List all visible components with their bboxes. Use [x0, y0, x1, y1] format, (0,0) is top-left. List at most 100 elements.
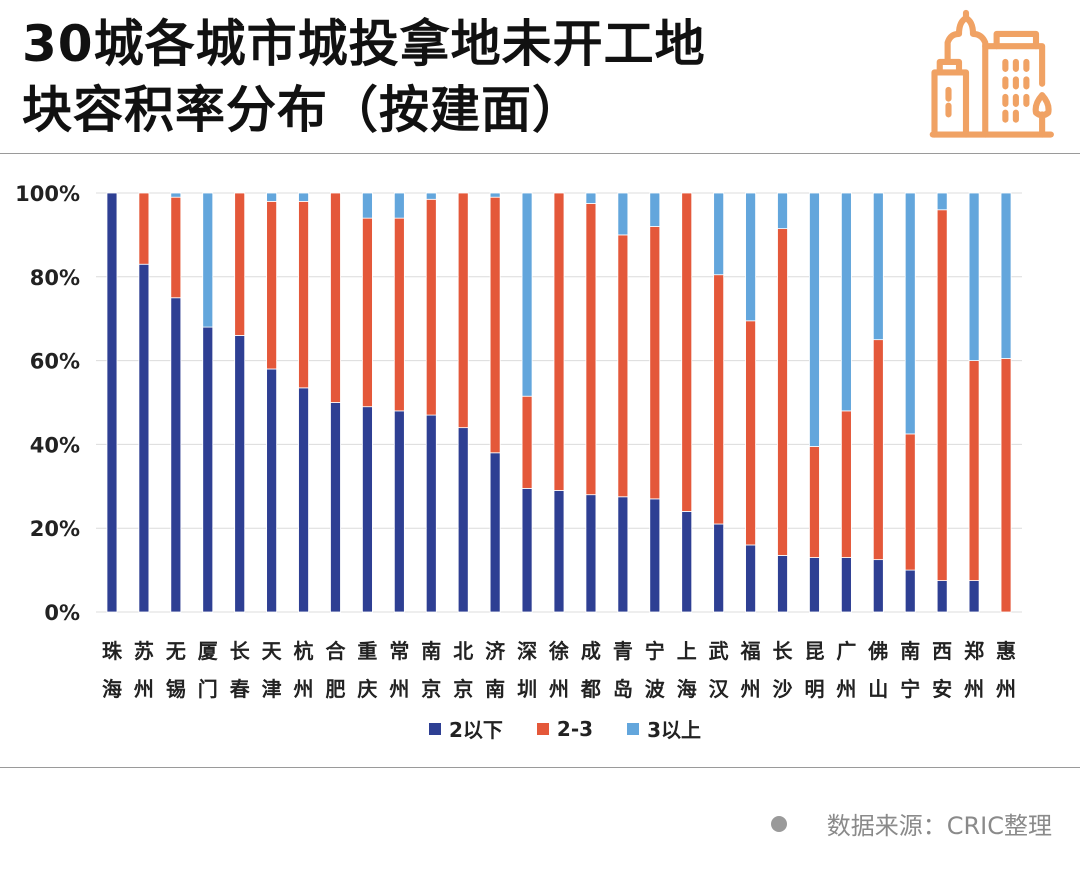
- bar-segment-2-3: [362, 217, 373, 408]
- x-tick-label: 合: [325, 639, 346, 663]
- source-text: 数据来源：CRIC整理: [826, 812, 1052, 840]
- bar-segment-3以上: [872, 192, 884, 341]
- x-tick-label: 津: [262, 677, 282, 700]
- bar-segment-2以下: [330, 402, 341, 613]
- bar-segment-2以下: [681, 511, 693, 613]
- y-tick-label: 60%: [30, 350, 80, 374]
- bar-segment-2-3: [266, 200, 278, 370]
- bar-segment-3以上: [585, 192, 597, 204]
- x-tick-label: 山: [868, 677, 888, 700]
- bar-segment-2以下: [489, 452, 501, 613]
- bar-segment-2-3: [393, 217, 405, 412]
- bar-segment-2以下: [266, 368, 278, 613]
- bar-segment-3以上: [266, 192, 278, 202]
- bar-segment-3以上: [809, 192, 820, 447]
- bar-segment-2以下: [713, 523, 725, 613]
- x-tick-label: 北: [453, 639, 473, 663]
- x-tick-label: 南: [421, 639, 441, 663]
- bar-segment-3以上: [393, 192, 405, 219]
- x-tick-label: 明: [804, 677, 824, 700]
- x-tick-label: 京: [421, 677, 441, 700]
- x-tick-label: 无: [166, 639, 186, 663]
- bar-segment-2以下: [936, 580, 948, 613]
- y-tick-label: 0%: [44, 601, 80, 625]
- bar-segment-3以上: [521, 192, 533, 397]
- x-tick-label: 天: [262, 639, 283, 663]
- bar-segment-3以上: [298, 192, 309, 202]
- bar-segment-2以下: [362, 406, 373, 613]
- bar-segment-2-3: [809, 446, 820, 558]
- x-tick-label: 州: [549, 677, 569, 700]
- x-tick-label: 郑: [964, 639, 984, 663]
- bar-segment-2以下: [872, 559, 884, 613]
- x-tick-label: 青: [613, 639, 633, 663]
- x-tick-label: 长: [230, 639, 251, 663]
- bar-segment-2以下: [553, 490, 565, 613]
- legend-item-high: 3以上: [627, 714, 701, 743]
- x-tick-label: 长: [773, 639, 794, 663]
- bar-segment-3以上: [649, 192, 661, 227]
- bar-segment-3以上: [1000, 192, 1012, 359]
- y-tick-label: 80%: [30, 266, 80, 290]
- bar-segment-2-3: [681, 192, 693, 512]
- x-tick-label: 杭: [294, 639, 314, 663]
- x-tick-label: 州: [294, 677, 314, 700]
- x-tick-label: 波: [645, 677, 666, 700]
- x-tick-label: 武: [709, 639, 729, 663]
- x-tick-label: 佛: [867, 639, 888, 663]
- bar-segment-2-3: [138, 192, 150, 265]
- bar-segment-2-3: [457, 192, 469, 429]
- bar-segment-2以下: [840, 557, 852, 613]
- bar-segment-2-3: [1000, 358, 1012, 613]
- bar-segment-2-3: [170, 196, 182, 299]
- legend-swatch: [536, 722, 549, 735]
- bar-segment-2-3: [521, 395, 533, 489]
- x-tick-label: 州: [389, 677, 409, 700]
- x-tick-label: 惠: [996, 639, 1016, 663]
- x-tick-label: 春: [229, 677, 251, 700]
- x-tick-label: 珠: [102, 639, 123, 663]
- x-tick-label: 海: [102, 677, 122, 700]
- bar-segment-2以下: [425, 414, 437, 613]
- x-tick-label: 州: [996, 677, 1016, 700]
- x-tick-label: 州: [134, 677, 154, 700]
- x-tick-label: 安: [932, 677, 952, 700]
- x-tick-label: 海: [677, 677, 697, 700]
- bar-segment-3以上: [617, 192, 629, 236]
- y-tick-label: 40%: [30, 433, 80, 457]
- footer-divider: [0, 767, 1080, 768]
- bar-segment-3以上: [936, 192, 948, 211]
- title-divider: [0, 153, 1080, 154]
- bar-segment-3以上: [425, 192, 437, 200]
- bar-segment-2-3: [585, 203, 597, 496]
- bar-segment-2以下: [106, 192, 118, 613]
- bar-segment-2以下: [457, 427, 469, 613]
- bar-segment-2-3: [425, 198, 437, 416]
- source-note: 数据来源：CRIC整理: [770, 806, 1052, 841]
- bullet-icon: [770, 815, 787, 832]
- bar-segment-2-3: [234, 192, 246, 336]
- x-tick-label: 苏: [134, 639, 154, 663]
- bar-segment-2-3: [968, 360, 980, 581]
- bar-segment-3以上: [840, 192, 852, 412]
- x-tick-label: 南: [900, 639, 920, 663]
- legend: 2以下 2-3 3以上: [0, 714, 1080, 743]
- bar-segment-2以下: [968, 580, 980, 613]
- x-tick-label: 成: [581, 639, 601, 663]
- x-tick-label: 汉: [709, 677, 730, 700]
- x-tick-label: 徐: [548, 639, 569, 663]
- x-tick-label: 宁: [900, 677, 920, 700]
- x-tick-label: 深: [517, 639, 537, 663]
- bar-segment-2-3: [489, 196, 501, 454]
- x-tick-label: 宁: [645, 639, 665, 663]
- bar-segment-2以下: [138, 263, 150, 613]
- x-tick-label: 常: [389, 639, 409, 663]
- bar-segment-3以上: [777, 192, 788, 230]
- legend-label: 3以上: [647, 718, 701, 742]
- bar-segment-3以上: [713, 192, 725, 276]
- x-tick-label: 广: [836, 639, 856, 663]
- x-tick-label: 上: [677, 639, 697, 663]
- bar-segment-2以下: [298, 387, 309, 613]
- x-tick-label: 济: [485, 639, 506, 663]
- bar-segment-3以上: [968, 192, 980, 362]
